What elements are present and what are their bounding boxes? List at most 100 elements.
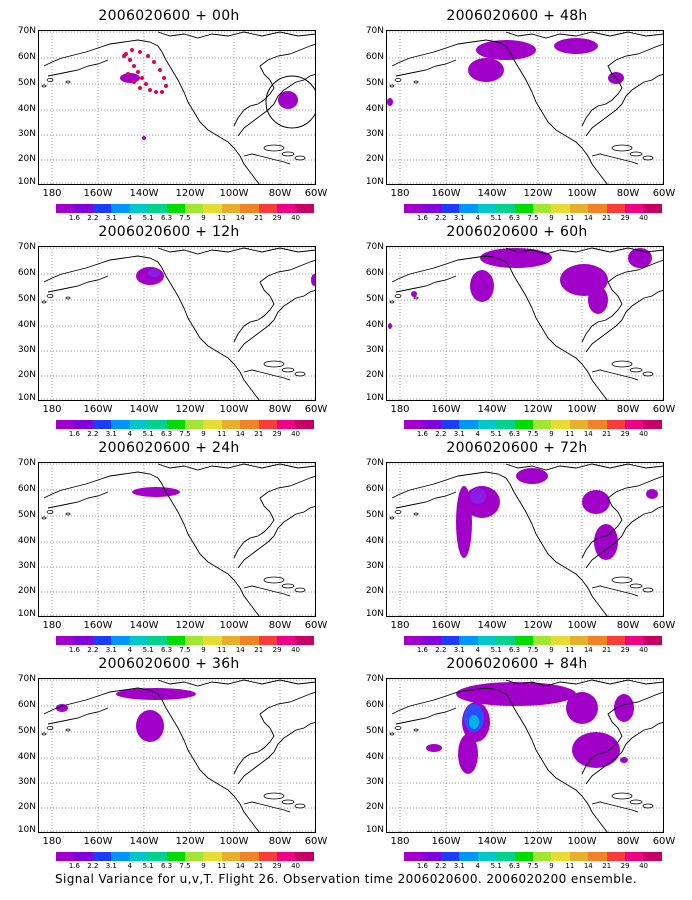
colorbar-level-label: 6.3	[160, 862, 173, 870]
map-area	[386, 462, 664, 617]
colorbar-level-label: 5.1	[142, 214, 154, 222]
colorbar-swatch	[551, 636, 570, 645]
lon-tick-label: 180	[390, 188, 410, 199]
colorbar-level-label: 11	[565, 646, 575, 654]
colorbar-swatch	[532, 420, 552, 429]
colorbar-level-label: 3.1	[105, 862, 117, 870]
variance-contour	[311, 274, 316, 286]
variance-contour	[388, 323, 392, 329]
variance-contour	[480, 248, 552, 268]
variance-contour	[469, 715, 479, 729]
variance-contour	[136, 267, 164, 285]
coastline	[505, 247, 664, 255]
island-outline	[65, 296, 71, 300]
island-outline	[263, 576, 285, 584]
colorbar-swatch	[477, 852, 497, 861]
colorbar-level-label: 7.5	[527, 862, 539, 870]
variance-contour	[628, 248, 652, 268]
lon-tick-label: 100W	[219, 404, 249, 415]
variance-contour	[142, 136, 146, 140]
lon-tick-label: 160W	[83, 404, 113, 415]
colorbar-swatch	[422, 204, 441, 213]
lon-tick-label: 160W	[83, 188, 113, 199]
variance-contour	[468, 58, 504, 82]
colorbar-level-label: 6.3	[160, 646, 173, 654]
island-outline	[394, 294, 402, 298]
lon-tick-label: 160W	[83, 620, 113, 631]
island-outline	[394, 510, 402, 514]
island-outline	[389, 84, 395, 88]
coastline	[391, 471, 609, 617]
island-outline	[642, 587, 654, 593]
lat-tick-label: 70N	[17, 26, 36, 36]
lon-tick-label: 80W	[616, 404, 640, 415]
colorbar-swatch	[514, 852, 533, 861]
colorbar-level-label: 1.6	[68, 862, 80, 870]
coastline	[585, 289, 664, 353]
colorbar-swatch	[184, 636, 204, 645]
lon-tick-label: 160W	[431, 188, 461, 199]
variance-contour	[516, 468, 548, 484]
lat-tick-label: 50N	[17, 510, 36, 520]
colorbar-swatch	[56, 852, 75, 861]
colorbar-swatch	[148, 636, 167, 645]
panel-title: 2006020600 + 60h	[446, 224, 588, 240]
coastline	[157, 463, 316, 471]
lat-tick-label: 50N	[365, 510, 384, 520]
lat-tick-label: 30N	[17, 561, 36, 571]
lon-tick-label: 60W	[304, 188, 328, 199]
flight-track-dot	[158, 68, 162, 72]
colorbar-level-label: 14	[235, 430, 245, 438]
colorbar-swatch	[92, 204, 112, 213]
island-outline	[46, 294, 54, 298]
colorbar-swatch	[166, 204, 185, 213]
lon-tick-label: 120W	[523, 836, 553, 847]
island-outline	[629, 367, 643, 373]
island-outline	[65, 728, 71, 732]
colorbar-swatch	[277, 420, 296, 429]
lat-tick-label: 50N	[17, 726, 36, 736]
colorbar-swatch	[404, 636, 423, 645]
lat-tick-label: 70N	[365, 674, 384, 684]
colorbar-level-label: 6.3	[160, 214, 173, 222]
flight-track-dot	[154, 90, 158, 94]
lon-tick-label: 120W	[175, 188, 205, 199]
colorbar-level-label: 9	[201, 862, 206, 870]
colorbar-level-label: 40	[291, 646, 301, 654]
colorbar-swatch	[569, 204, 589, 213]
lat-tick-label: 10N	[365, 825, 384, 835]
colorbar-swatch	[277, 852, 296, 861]
colorbar-level-label: 21	[254, 430, 264, 438]
colorbar-level-label: 4	[475, 430, 480, 438]
coastline	[233, 43, 316, 127]
colorbar	[404, 420, 662, 429]
coastline	[237, 505, 316, 569]
colorbar-swatch	[606, 204, 626, 213]
colorbar-level-label: 6.3	[160, 430, 173, 438]
colorbar-level-label: 14	[235, 646, 245, 654]
coastline	[157, 247, 316, 255]
colorbar-swatch	[111, 852, 130, 861]
lat-tick-label: 50N	[365, 78, 384, 88]
lon-tick-label: 80W	[268, 404, 292, 415]
colorbar-swatch	[496, 420, 515, 429]
island-outline	[294, 155, 306, 161]
colorbar-swatch	[111, 420, 130, 429]
colorbar-level-label: 6.3	[508, 646, 521, 654]
colorbar-level-label: 4	[127, 646, 132, 654]
flight-track-dot	[146, 54, 150, 58]
colorbar-swatch	[514, 204, 533, 213]
lon-tick-label: 120W	[175, 620, 205, 631]
colorbar-swatch	[625, 852, 644, 861]
lon-tick-label: 100W	[567, 620, 597, 631]
colorbar-swatch	[74, 204, 93, 213]
colorbar-level-label: 11	[217, 430, 227, 438]
variance-contour	[554, 38, 598, 54]
lon-tick-label: 180	[42, 836, 62, 847]
map-panel: 2006020600 + 12h 70N 60N 50N 40N 30N 20N 10N 180…	[4, 224, 334, 438]
coastline	[395, 707, 457, 725]
island-outline	[413, 512, 419, 516]
coastline	[391, 255, 609, 401]
island-outline	[263, 144, 285, 152]
lat-tick-label: 60N	[365, 268, 384, 278]
